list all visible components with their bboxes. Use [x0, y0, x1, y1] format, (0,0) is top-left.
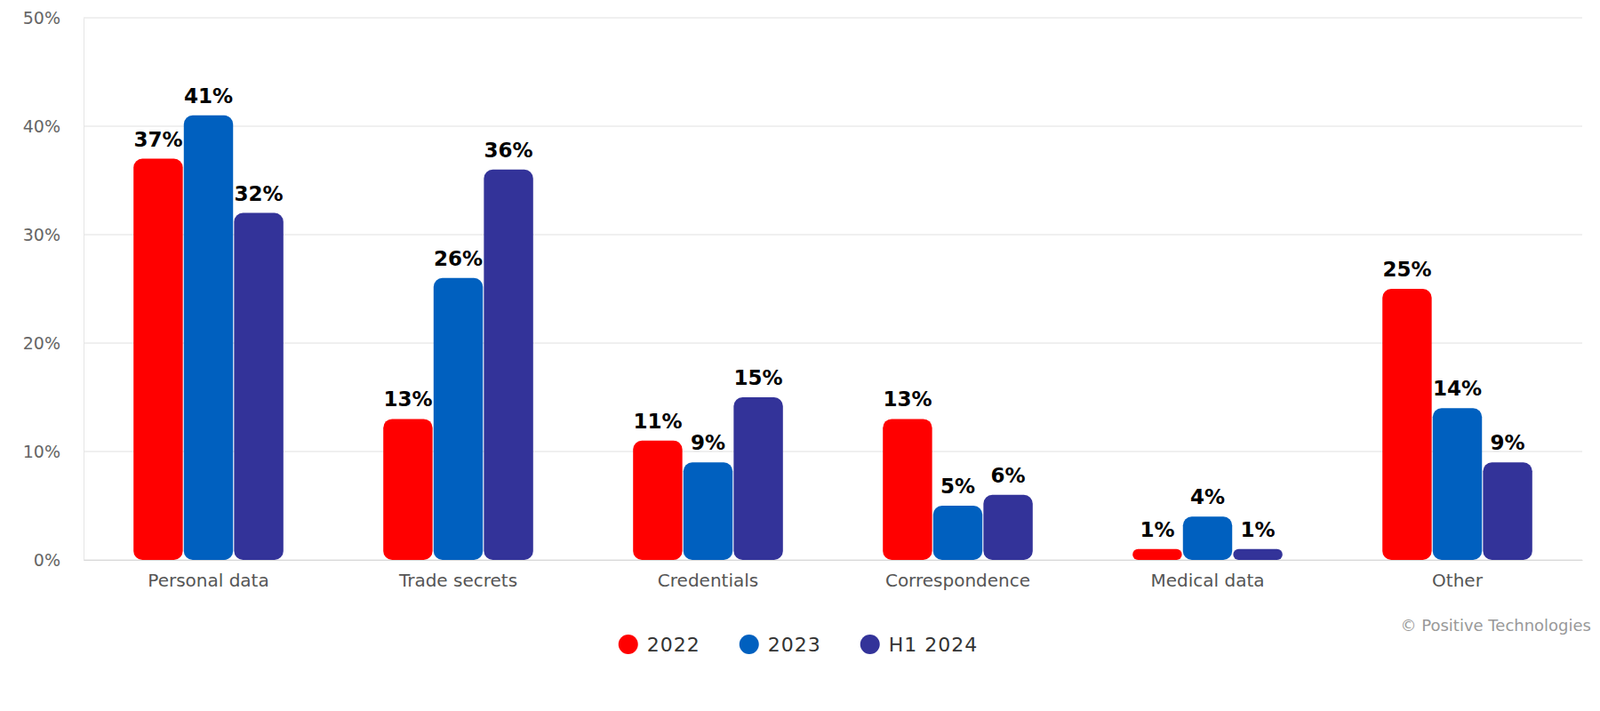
- plot: 0% 10% 20% 30% 40% 50% Personal data Trade secr…: [23, 8, 1584, 592]
- credit: © Positive Technologies: [1400, 616, 1592, 635]
- y-tick: 10%: [23, 441, 84, 462]
- bar: [1382, 288, 1432, 560]
- bar: [233, 213, 283, 560]
- x-axis-line: [84, 560, 1584, 561]
- data-labels: 37% 13% 11% 13% 1% 25% 41% 26% 9% 5% 4% 14% 32% 36% 15…: [133, 84, 1525, 542]
- legend-item: H1 2024: [860, 633, 979, 656]
- y-tick-label: 10%: [23, 441, 61, 462]
- grid-line: [83, 17, 1583, 19]
- bar: [632, 440, 682, 560]
- x-tick: Trade secrets: [398, 560, 518, 592]
- x-tick: Correspondence: [885, 560, 1031, 592]
- data-label: 1%: [1139, 518, 1175, 542]
- legend-item: 2022: [618, 633, 701, 656]
- y-tick-label: 40%: [23, 116, 61, 136]
- bar: [133, 159, 183, 560]
- bar: [882, 418, 932, 560]
- y-tick: 40%: [23, 116, 84, 136]
- data-label: 14%: [1432, 376, 1482, 400]
- data-label: 1%: [1240, 518, 1276, 542]
- bar: [483, 169, 533, 560]
- data-label: 36%: [484, 138, 534, 162]
- legend-marker: [739, 634, 760, 655]
- legend-marker: [860, 634, 880, 655]
- data-label: 4%: [1190, 485, 1225, 509]
- x-tick-label: Medical data: [1150, 569, 1264, 592]
- y-tick-label: 0%: [33, 550, 61, 570]
- data-label: 25%: [1382, 257, 1432, 281]
- legend-marker: [618, 634, 639, 655]
- y-axis-line: [83, 18, 85, 561]
- grid-line: [83, 451, 1583, 453]
- bar: [1132, 549, 1182, 560]
- data-label: 13%: [882, 387, 932, 411]
- grid-line: [83, 560, 1583, 561]
- y-tick-label: 30%: [23, 224, 61, 245]
- grid-line: [83, 234, 1583, 236]
- bar: [184, 115, 233, 560]
- data-label: 15%: [734, 366, 784, 390]
- data-label: 9%: [1490, 431, 1526, 455]
- x-tick: Other: [1432, 560, 1484, 592]
- y-axis: 0% 10% 20% 30% 40% 50%: [23, 8, 85, 570]
- legend-label: 2022: [647, 633, 701, 656]
- data-label: 32%: [234, 182, 284, 206]
- x-tick-label: Personal data: [147, 569, 269, 592]
- bars: [133, 115, 1533, 560]
- grid-line: [83, 126, 1583, 128]
- data-label: 37%: [133, 128, 183, 152]
- data-label: 41%: [184, 84, 233, 108]
- y-tick-label: 50%: [23, 8, 61, 28]
- x-tick-label: Trade secrets: [398, 569, 518, 592]
- data-label: 9%: [690, 431, 726, 455]
- legend-label: H1 2024: [888, 633, 979, 656]
- bar: [1482, 462, 1532, 560]
- chart: 0% 10% 20% 30% 40% 50% Personal data Trade secr…: [0, 0, 1600, 711]
- x-tick: Medical data: [1150, 560, 1264, 592]
- bar: [433, 278, 483, 560]
- data-label: 13%: [383, 387, 432, 411]
- data-label: 11%: [632, 409, 682, 433]
- legend: 2022 2023 H1 2024: [618, 633, 979, 656]
- x-tick-label: Correspondence: [885, 569, 1031, 592]
- bar: [683, 462, 733, 560]
- y-tick-label: 20%: [23, 333, 61, 353]
- bar: [1232, 549, 1282, 560]
- bar: [933, 505, 983, 560]
- bar: [1432, 408, 1482, 560]
- y-tick: 30%: [23, 224, 84, 245]
- legend-item: 2023: [739, 633, 822, 656]
- grid: [83, 17, 1583, 560]
- x-axis: Personal data Trade secrets Credentials Cor…: [84, 560, 1584, 592]
- legend-label: 2023: [768, 633, 822, 656]
- y-tick: 0%: [33, 550, 84, 570]
- grid-line: [83, 343, 1583, 344]
- x-tick: Credentials: [657, 560, 759, 592]
- data-label: 26%: [433, 247, 483, 271]
- data-label: 5%: [940, 474, 976, 498]
- y-tick: 20%: [23, 333, 84, 353]
- bar: [1183, 516, 1232, 560]
- bar: [383, 418, 432, 560]
- bar: [983, 495, 1032, 560]
- bar: [733, 397, 783, 560]
- data-label: 6%: [991, 464, 1026, 488]
- y-tick: 50%: [23, 8, 84, 28]
- x-tick-label: Credentials: [657, 569, 759, 592]
- x-tick: Personal data: [147, 560, 269, 592]
- x-tick-label: Other: [1432, 569, 1484, 592]
